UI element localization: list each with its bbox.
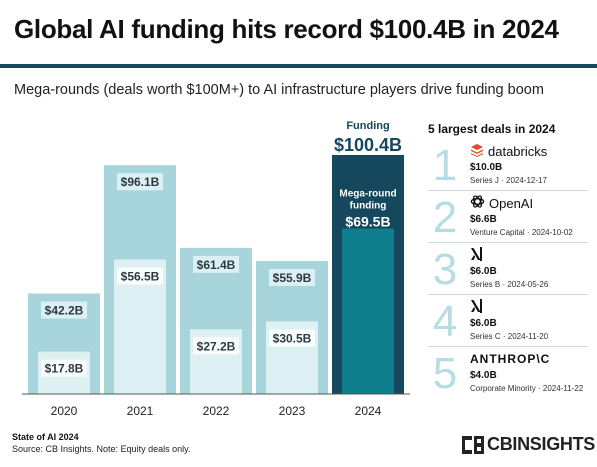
funding-bar-chart: $42.2B $17.8B 2020 $96.1B $56.5B 2021 $61.4B $2… [22,120,410,418]
deal-company-name: ANTHROP\C [470,352,551,366]
deal-divider [428,294,588,295]
databricks-icon [470,143,484,160]
deal-item: 2 OpenAI $6.6B Venture Capital · 2024-10-02 [428,194,588,244]
total-label-2021: $96.1B [121,175,160,189]
mega-label-2021: $56.5B [121,270,160,284]
deal-divider [428,346,588,347]
deal-item: 5 ANTHROP\C $4.0B Corporate Minority · 2024… [428,350,588,400]
x-tick-2020: 2020 [51,404,78,418]
deal-company-logo: ANTHROP\C [470,350,550,368]
deal-rank: 5 [432,349,458,398]
deal-meta: Series C · 2024-11-20 [470,332,549,341]
mega-caption-2-2024: funding [350,201,387,212]
deal-company-name: OpenAI [489,195,534,211]
xai-icon [470,246,484,265]
cbinsights-mark-icon [462,435,484,454]
total-label-2023: $55.9B [273,271,312,285]
deal-divider [428,242,588,243]
total-label-2024: $100.4B [334,135,402,155]
mega-label-2022: $27.2B [197,339,236,353]
x-tick-2021: 2021 [127,404,154,418]
brand-name: CBINSIGHTS [487,434,596,454]
total-label-bg-2020 [41,301,87,319]
deal-company-logo: OpenAI [470,194,533,212]
deal-amount: $10.0B [470,162,503,173]
mega-caption-1-2024: Mega-round [339,189,396,200]
total-label-bg-2023 [269,268,315,286]
mega-label-bg-2022 [193,337,239,355]
page-title: Global AI funding hits record $100.4B in… [14,14,559,44]
deal-meta: Venture Capital · 2024-10-02 [470,228,573,237]
total-label-bg-2021 [117,173,163,191]
footer-source: Source: CB Insights. Note: Equity deals … [12,444,191,454]
deal-rank: 4 [432,297,458,346]
title-rule [0,64,597,68]
total-label-2022: $61.4B [197,258,236,272]
deal-rank: 1 [432,141,458,190]
deal-company-logo [470,246,488,264]
deal-item: 3 $6.0B Series B · 2024-05-26 [428,246,588,296]
deal-amount: $6.0B [470,266,497,277]
bar-mega-2024 [342,228,394,394]
mega-label-2024: $69.5B [345,214,390,230]
deal-meta: Corporate Minority · 2024-11-22 [470,384,584,393]
deal-item: 4 $6.0B Series C · 2024-11-20 [428,298,588,348]
deal-amount: $6.0B [470,318,497,329]
x-tick-2024: 2024 [355,404,382,418]
deal-company-logo: databricks [470,142,547,160]
x-tick-2022: 2022 [203,404,230,418]
deal-divider [428,190,588,191]
x-tick-2023: 2023 [279,404,306,418]
xai-icon [470,298,484,317]
cbinsights-logo: CBINSIGHTS [462,434,595,455]
deal-meta: Series J · 2024-12-17 [470,176,547,185]
mega-label-bg-2021 [117,267,163,285]
mega-label-2020: $17.8B [45,362,84,376]
deal-amount: $6.6B [470,214,497,225]
footer-report-name: State of AI 2024 [12,432,79,442]
openai-icon [470,194,485,212]
total-label-2020: $42.2B [45,304,84,318]
deal-amount: $4.0B [470,370,497,381]
deal-meta: Series B · 2024-05-26 [470,280,549,289]
total-label-bg-2022 [193,255,239,273]
deal-company-logo [470,298,488,316]
mega-label-2023: $30.5B [273,331,312,345]
total-caption-2024: Funding [346,120,389,132]
deal-rank: 3 [432,245,458,294]
chart-subtitle: Mega-rounds (deals worth $100M+) to AI i… [14,82,544,98]
deals-title: 5 largest deals in 2024 [428,122,556,136]
deal-company-name: databricks [488,143,548,159]
mega-label-bg-2020 [41,359,87,377]
deal-rank: 2 [432,193,458,242]
title-bar: Global AI funding hits record $100.4B in… [0,0,597,64]
mega-label-bg-2023 [269,329,315,347]
deal-item: 1 databricks $10.0B Series J · 2024-12-17 [428,142,588,192]
